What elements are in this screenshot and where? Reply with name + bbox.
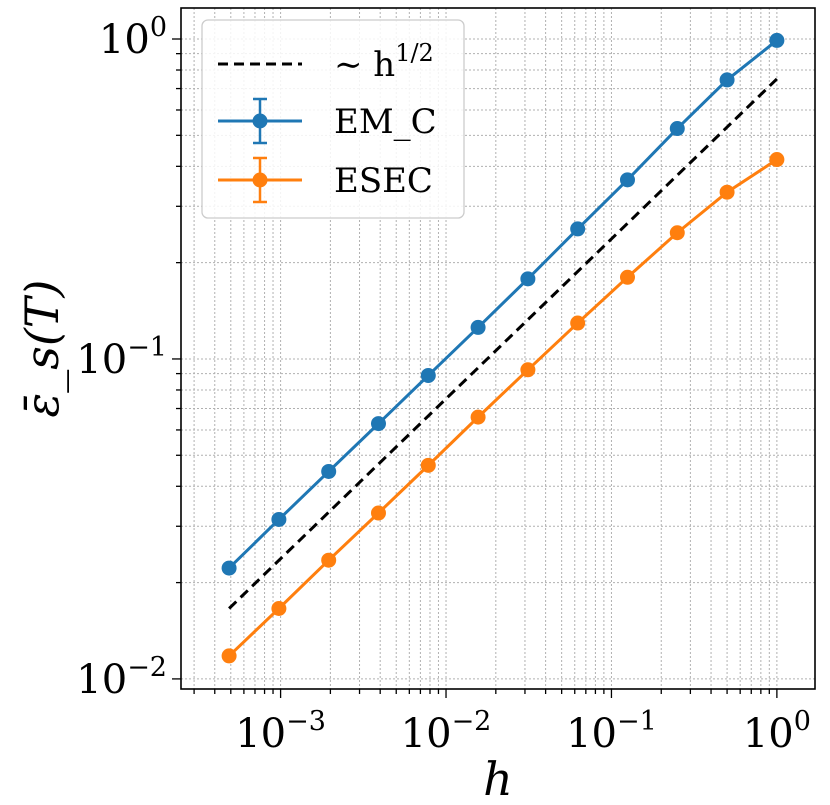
y-tick-label: 100 bbox=[99, 12, 167, 63]
data-point bbox=[619, 172, 635, 188]
legend: ∼ h1/2 EM_C ESEC bbox=[201, 19, 465, 219]
plot-series bbox=[221, 32, 785, 664]
data-point bbox=[271, 600, 287, 616]
data-point bbox=[570, 221, 586, 237]
y-tick-label: 10−2 bbox=[76, 652, 167, 703]
data-point bbox=[520, 362, 536, 378]
legend-label: EM_C bbox=[334, 102, 437, 142]
data-point bbox=[370, 416, 386, 432]
y-axis-label: ε̄_s(T) bbox=[15, 280, 69, 418]
x-tick-label: 100 bbox=[743, 706, 811, 757]
legend-marker bbox=[252, 172, 268, 188]
data-point bbox=[769, 152, 785, 168]
data-point bbox=[221, 648, 237, 664]
series-line bbox=[228, 39, 778, 570]
x-tick-label: 10−3 bbox=[235, 706, 326, 757]
data-point bbox=[321, 552, 337, 568]
data-point bbox=[719, 184, 735, 200]
legend-marker bbox=[252, 113, 268, 129]
x-tick-label: 10−2 bbox=[401, 706, 492, 757]
axis-ticks bbox=[172, 38, 778, 698]
series-em-c bbox=[221, 32, 785, 576]
data-point bbox=[470, 409, 486, 425]
series-line bbox=[228, 158, 778, 658]
axis-labels: 10−3 10−2 10−1 100 10−2 10−1 100 h ε̄_s(T) bbox=[15, 12, 811, 805]
x-tick-label: 10−1 bbox=[566, 706, 657, 757]
data-point bbox=[669, 225, 685, 241]
legend-item: ∼ h1/2 bbox=[218, 39, 434, 85]
data-point bbox=[370, 505, 386, 521]
data-point bbox=[669, 121, 685, 137]
data-point bbox=[420, 457, 436, 473]
data-point bbox=[321, 463, 337, 479]
legend-box bbox=[201, 19, 465, 219]
data-point bbox=[570, 315, 586, 331]
data-point bbox=[719, 72, 735, 88]
legend-label: ∼ h1/2 bbox=[334, 39, 434, 85]
legend-label: ESEC bbox=[334, 161, 433, 201]
series-esec bbox=[221, 152, 785, 664]
y-tick-label: 10−1 bbox=[76, 332, 167, 383]
legend-item: EM_C bbox=[218, 97, 437, 145]
data-point bbox=[271, 511, 287, 527]
data-point bbox=[619, 269, 635, 285]
data-point bbox=[470, 319, 486, 335]
data-point bbox=[420, 367, 436, 383]
plot-frame bbox=[180, 7, 816, 690]
x-axis-label: h bbox=[483, 752, 513, 805]
legend-item: ESEC bbox=[218, 156, 433, 204]
data-point bbox=[520, 271, 536, 287]
data-point bbox=[769, 32, 785, 48]
data-point bbox=[221, 560, 237, 576]
